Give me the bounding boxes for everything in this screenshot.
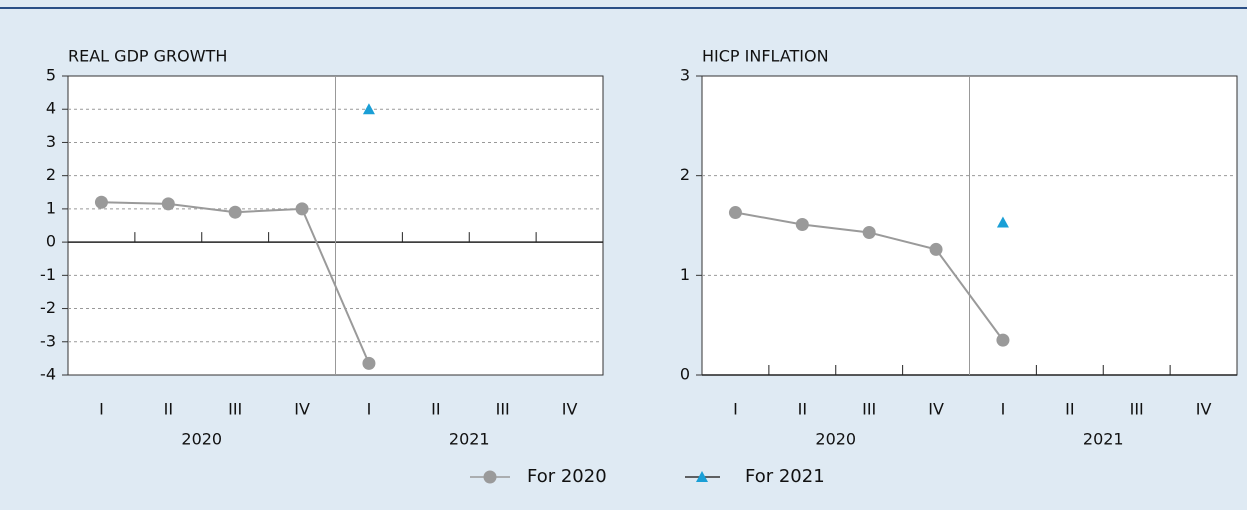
legend-label: For 2021: [745, 466, 825, 487]
y-tick-label: 0: [46, 232, 56, 251]
x-tick-label: II: [798, 400, 807, 419]
y-tick-label: 3: [680, 66, 690, 85]
x-tick-label: I: [99, 400, 104, 419]
legend-marker: [696, 471, 708, 482]
marker: [94, 195, 108, 209]
y-tick-label: -2: [40, 298, 56, 317]
x-tick-label: II: [1065, 400, 1074, 419]
marker: [996, 216, 1009, 228]
chart-title: REAL GDP GROWTH: [68, 47, 227, 66]
legend-label: For 2020: [527, 466, 607, 487]
marker: [929, 242, 943, 256]
top-rule: [0, 7, 1247, 9]
marker: [728, 206, 742, 220]
legend-marker: [483, 470, 497, 484]
y-tick-label: 5: [46, 66, 56, 85]
x-tick-label: I: [733, 400, 738, 419]
y-tick-label: 3: [46, 132, 56, 151]
x-tick-label: II: [164, 400, 173, 419]
x-tick-label: IV: [562, 400, 578, 419]
marker: [295, 202, 309, 216]
marker: [362, 356, 376, 370]
x-tick-label: I: [1001, 400, 1006, 419]
x-tick-label: IV: [294, 400, 310, 419]
x-tick-label: II: [431, 400, 440, 419]
y-tick-label: 4: [46, 99, 56, 118]
y-tick-label: -1: [40, 265, 56, 284]
chart-title: HICP INFLATION: [702, 47, 829, 66]
y-tick-label: 1: [680, 265, 690, 284]
y-tick-label: -4: [40, 365, 56, 384]
x-tick-label: I: [367, 400, 372, 419]
marker: [795, 218, 809, 232]
x-tick-label: III: [496, 400, 510, 419]
y-tick-label: 0: [680, 365, 690, 384]
group-label: 2020: [181, 430, 222, 449]
y-tick-label: 2: [680, 165, 690, 184]
marker: [228, 205, 242, 219]
marker: [362, 103, 375, 115]
group-label: 2021: [449, 430, 490, 449]
marker: [161, 197, 175, 211]
x-tick-label: III: [228, 400, 242, 419]
y-tick-label: 1: [46, 198, 56, 217]
x-tick-label: III: [862, 400, 876, 419]
y-tick-label: 2: [46, 165, 56, 184]
x-tick-label: III: [1130, 400, 1144, 419]
group-label: 2020: [815, 430, 856, 449]
marker: [996, 333, 1010, 347]
marker: [862, 225, 876, 239]
x-tick-label: IV: [1196, 400, 1212, 419]
group-label: 2021: [1083, 430, 1124, 449]
x-tick-label: IV: [928, 400, 944, 419]
y-tick-label: -3: [40, 331, 56, 350]
